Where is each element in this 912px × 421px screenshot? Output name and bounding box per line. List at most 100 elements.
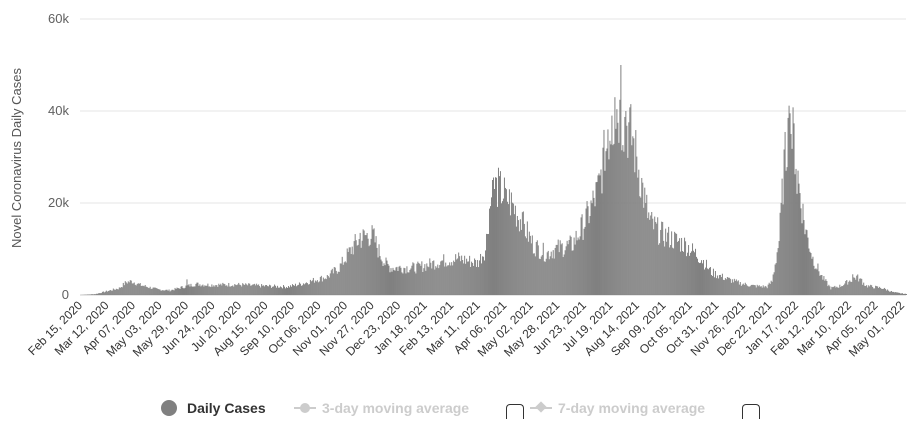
- legend-item-3-day-moving-average[interactable]: 3-day moving average: [294, 396, 469, 420]
- bar: [441, 260, 443, 295]
- bar: [762, 285, 764, 295]
- legend-item-7-day-moving-average[interactable]: 7-day moving average: [530, 396, 705, 420]
- bar: [595, 182, 597, 295]
- bar: [842, 286, 844, 295]
- bar: [376, 247, 378, 295]
- bar: [87, 294, 89, 295]
- bar: [189, 286, 191, 295]
- bar: [672, 247, 674, 295]
- bar: [649, 219, 651, 295]
- bar: [723, 280, 725, 295]
- bar: [307, 284, 309, 295]
- bar: [300, 285, 302, 295]
- bar: [149, 286, 151, 295]
- bar: [787, 117, 789, 296]
- bar: [665, 228, 667, 295]
- bar: [474, 258, 476, 295]
- bar: [422, 271, 424, 295]
- bar: [779, 212, 781, 295]
- bar: [393, 269, 395, 295]
- bar: [715, 278, 717, 295]
- bar: [161, 290, 163, 295]
- bar: [709, 267, 711, 295]
- bar: [153, 287, 155, 295]
- bar: [849, 280, 851, 295]
- bar: [625, 111, 627, 295]
- bar: [784, 131, 786, 295]
- bar: [110, 290, 112, 295]
- bar: [811, 258, 813, 295]
- bar: [729, 278, 731, 295]
- bar: [91, 294, 93, 295]
- bar: [264, 286, 266, 295]
- bar: [453, 260, 455, 295]
- bar: [101, 291, 103, 295]
- bar: [246, 284, 248, 295]
- bar: [93, 294, 95, 295]
- bar: [490, 206, 492, 295]
- bar: [94, 294, 96, 295]
- bar: [542, 242, 544, 295]
- bar: [460, 261, 462, 295]
- legend-toggle-box-3-day[interactable]: [506, 404, 524, 419]
- bar: [902, 293, 904, 295]
- bar: [168, 289, 170, 295]
- bar: [603, 129, 605, 295]
- bar: [137, 283, 139, 295]
- bar: [613, 143, 615, 295]
- bar: [883, 288, 885, 295]
- bar: [855, 279, 857, 295]
- bar: [860, 278, 862, 295]
- legend-toggle-box-7-day[interactable]: [742, 404, 760, 419]
- bar: [465, 263, 467, 295]
- bar: [738, 284, 740, 295]
- bar: [134, 284, 136, 295]
- bar: [798, 183, 800, 295]
- bar: [501, 201, 503, 295]
- bar: [169, 291, 171, 295]
- bar: [312, 277, 314, 295]
- bar: [846, 280, 848, 295]
- bar: [392, 267, 394, 295]
- legend-item-daily-cases[interactable]: Daily Cases: [161, 396, 266, 420]
- bar: [479, 260, 481, 295]
- bar: [884, 287, 886, 295]
- bar: [456, 259, 458, 295]
- bar: [809, 251, 811, 295]
- bar: [737, 280, 739, 295]
- bar: [866, 285, 868, 295]
- bar: [889, 291, 891, 295]
- bar: [304, 283, 306, 295]
- bar: [745, 284, 747, 295]
- bar: [436, 267, 438, 295]
- bar: [370, 238, 372, 295]
- bar: [421, 261, 423, 295]
- bar: [588, 223, 590, 295]
- bar: [836, 286, 838, 295]
- bar: [497, 167, 499, 295]
- bar: [519, 219, 521, 295]
- bar: [241, 286, 243, 295]
- bar: [451, 262, 453, 295]
- bar: [381, 261, 383, 295]
- bar: [146, 286, 148, 295]
- bar: [747, 286, 749, 295]
- bar: [100, 293, 102, 295]
- bar: [297, 284, 299, 295]
- bar: [400, 267, 402, 295]
- bar: [206, 285, 208, 295]
- bar: [141, 285, 143, 295]
- bar: [259, 286, 261, 295]
- bar: [429, 258, 431, 295]
- bar: [570, 236, 572, 295]
- bar: [636, 156, 638, 295]
- bar: [596, 181, 598, 295]
- bar: [417, 261, 419, 295]
- bar: [201, 285, 203, 295]
- bar: [123, 285, 125, 295]
- bar: [143, 286, 145, 295]
- bar: [284, 286, 286, 295]
- bar: [330, 270, 332, 295]
- bar: [247, 285, 249, 295]
- bar: [869, 286, 871, 295]
